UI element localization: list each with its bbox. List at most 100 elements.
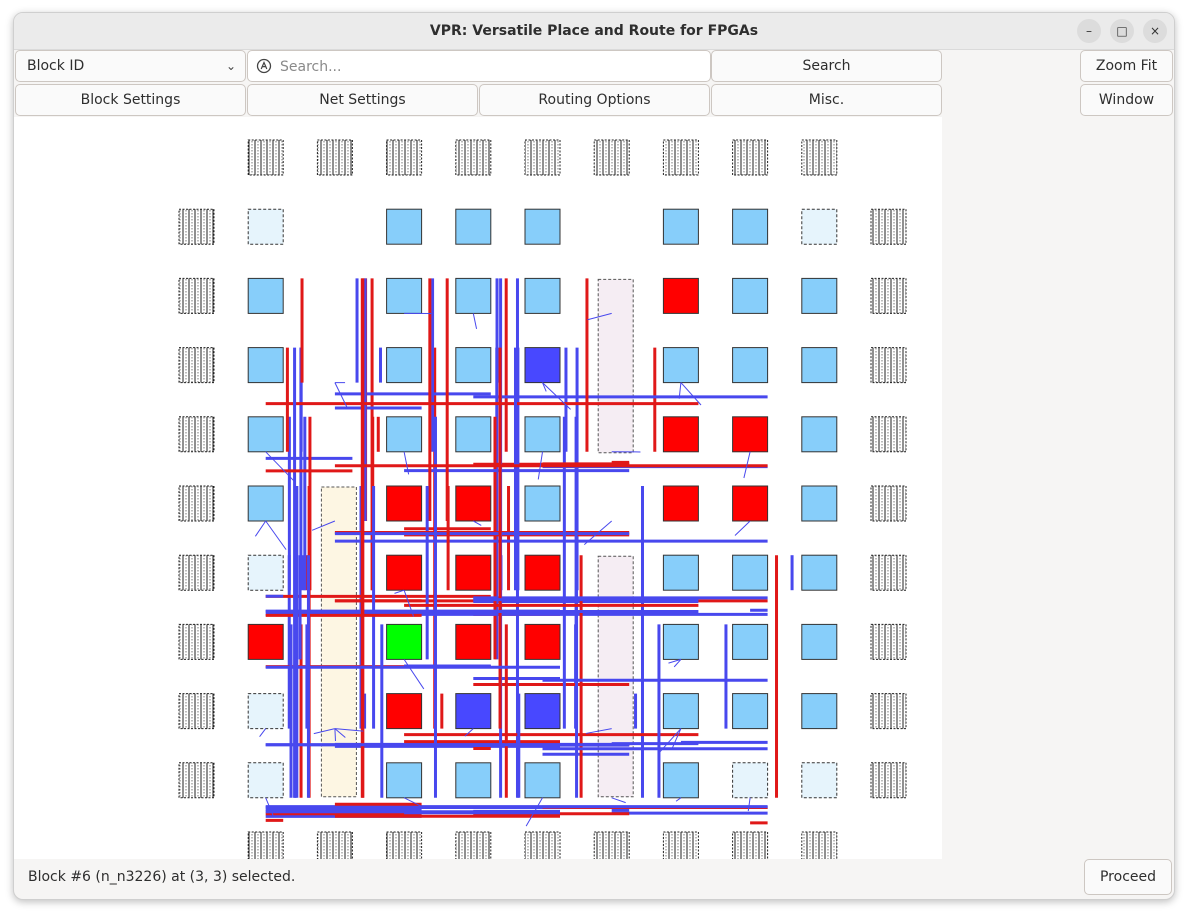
minimize-icon[interactable]: – — [1077, 19, 1101, 43]
status-message: Block #6 (n_n3226) at (3, 3) selected. — [28, 869, 296, 885]
routing-options-button[interactable]: Routing Options — [479, 84, 710, 116]
logic-block — [455, 416, 492, 453]
fpga-canvas[interactable] — [14, 117, 942, 859]
search-field[interactable] — [247, 50, 711, 82]
logic-block — [455, 208, 492, 245]
io-pad — [178, 208, 215, 245]
maximize-icon[interactable]: □ — [1110, 19, 1134, 43]
io-pad-body — [178, 208, 215, 245]
logic-block — [455, 623, 492, 660]
logic-block — [386, 623, 423, 660]
routing-wire — [313, 728, 336, 735]
routed-nets-layer — [254, 278, 794, 827]
routing-wire — [334, 382, 349, 409]
fpga-grid-drawing[interactable] — [14, 117, 942, 859]
io-pad-body — [870, 416, 907, 453]
routing-wire — [671, 728, 682, 750]
logic-block — [386, 485, 423, 522]
routing-wire — [525, 797, 543, 827]
io-pad-body — [870, 554, 907, 591]
io-pad — [662, 831, 699, 859]
io-pad-body — [524, 831, 561, 859]
logic-block — [801, 416, 838, 453]
zoom-fit-button[interactable]: Zoom Fit — [1080, 50, 1173, 82]
io-pad — [524, 831, 561, 859]
logic-block — [524, 416, 561, 453]
io-pad-body — [386, 139, 423, 176]
io-pad-body — [593, 831, 630, 859]
logic-block — [732, 485, 769, 522]
io-pad — [801, 831, 838, 859]
io-pad — [178, 416, 215, 453]
routing-wire — [680, 382, 702, 406]
routing-wire — [668, 658, 682, 664]
close-icon[interactable]: × — [1143, 19, 1167, 43]
logic-block — [524, 208, 561, 245]
logic-block — [386, 347, 423, 384]
logic-block — [801, 347, 838, 384]
search-input[interactable] — [278, 54, 702, 80]
io-pad-body — [870, 208, 907, 245]
routing-wire — [675, 797, 682, 802]
proceed-button[interactable]: Proceed — [1084, 859, 1172, 895]
io-pad — [870, 208, 907, 245]
logic-block — [247, 208, 284, 245]
io-pad-body — [178, 554, 215, 591]
io-pad-body — [316, 139, 353, 176]
logic-block — [524, 554, 561, 591]
io-pad — [178, 693, 215, 730]
routing-wire — [542, 382, 547, 392]
io-pad-body — [316, 831, 353, 859]
logic-block — [801, 762, 838, 799]
logic-block — [524, 623, 561, 660]
logic-block — [386, 277, 423, 314]
logic-block — [662, 208, 699, 245]
block-settings-button[interactable]: Block Settings — [15, 84, 246, 116]
logic-block — [732, 554, 769, 591]
io-pad-body — [247, 831, 284, 859]
multiplier-column — [597, 278, 634, 454]
io-pad — [524, 139, 561, 176]
window-button[interactable]: Window — [1080, 84, 1173, 116]
io-pad — [870, 762, 907, 799]
logic-block — [801, 554, 838, 591]
logic-block — [455, 277, 492, 314]
block-id-select-label: Block ID — [27, 58, 85, 74]
routing-wire — [265, 520, 287, 550]
routing-wire — [259, 728, 267, 738]
logic-block — [732, 347, 769, 384]
routing-wire — [265, 451, 295, 482]
io-pad-body — [178, 623, 215, 660]
logic-block — [455, 485, 492, 522]
io-pad-body — [524, 139, 561, 176]
logic-block — [801, 693, 838, 730]
io-pad-body — [870, 623, 907, 660]
logic-block — [247, 693, 284, 730]
logic-block — [455, 693, 492, 730]
io-pads-layer — [178, 139, 907, 859]
routing-wire — [334, 728, 346, 738]
title-bar: VPR: Versatile Place and Route for FPGAs… — [14, 13, 1174, 50]
block-id-select[interactable]: Block ID ⌄ — [15, 50, 246, 82]
io-pad — [593, 139, 630, 176]
logic-block — [247, 554, 284, 591]
io-pad — [178, 277, 215, 314]
io-pad-body — [662, 139, 699, 176]
logic-block — [247, 277, 284, 314]
io-pad-body — [870, 693, 907, 730]
io-pad — [316, 139, 353, 176]
logic-block — [455, 554, 492, 591]
io-pad — [178, 762, 215, 799]
io-pad-body — [386, 831, 423, 859]
io-pad-body — [178, 347, 215, 384]
search-button[interactable]: Search — [711, 50, 942, 82]
net-settings-button[interactable]: Net Settings — [247, 84, 478, 116]
io-pad — [593, 831, 630, 859]
io-pad-body — [247, 139, 284, 176]
window-title: VPR: Versatile Place and Route for FPGAs — [429, 23, 759, 39]
logic-block — [524, 762, 561, 799]
logic-block — [524, 485, 561, 522]
io-pad — [870, 693, 907, 730]
routing-wire — [678, 382, 682, 399]
misc-button[interactable]: Misc. — [711, 84, 942, 116]
